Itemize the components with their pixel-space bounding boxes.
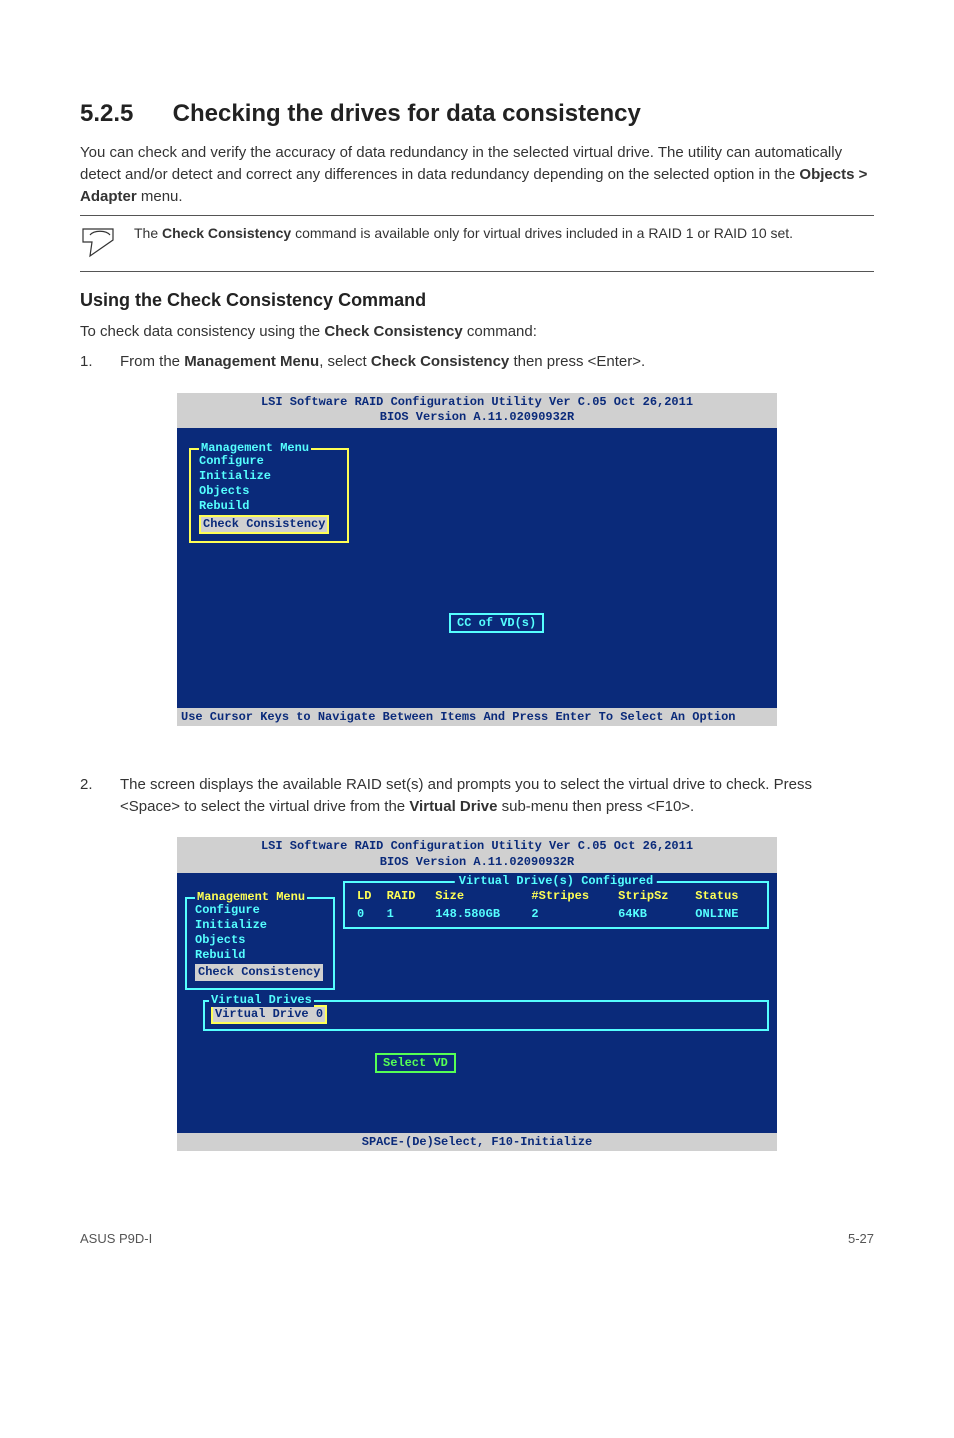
menu-item-rebuild[interactable]: Rebuild bbox=[195, 948, 325, 963]
menu-item-check-consistency[interactable]: Check Consistency bbox=[199, 515, 329, 534]
bios-body: Management Menu Configure Initialize Obj… bbox=[177, 428, 777, 708]
intro-text-end: menu. bbox=[137, 188, 183, 205]
col-size: Size bbox=[431, 887, 527, 905]
menu-item-initialize[interactable]: Initialize bbox=[195, 918, 325, 933]
note-icon bbox=[80, 224, 134, 263]
bios-header-line1: LSI Software RAID Configuration Utility … bbox=[177, 395, 777, 411]
step-number: 2. bbox=[80, 774, 120, 818]
cell-stripes: 2 bbox=[527, 905, 614, 923]
sub-heading: Using the Check Consistency Command bbox=[80, 290, 874, 311]
virtual-drive-table: Virtual Drive(s) Configured LD RAID Size… bbox=[343, 881, 769, 929]
vd-title: Virtual Drives bbox=[209, 993, 314, 1007]
bios-screenshot-1: LSI Software RAID Configuration Utility … bbox=[177, 393, 777, 726]
bios-body: Management Menu Configure Initialize Obj… bbox=[177, 873, 777, 1133]
management-menu: Management Menu Configure Initialize Obj… bbox=[189, 448, 349, 543]
bios-screenshot-2: LSI Software RAID Configuration Utility … bbox=[177, 837, 777, 1150]
step1-bold-1: Management Menu bbox=[184, 353, 319, 370]
menu-item-initialize[interactable]: Initialize bbox=[199, 469, 339, 484]
sub-intro: To check data consistency using the Chec… bbox=[80, 321, 874, 343]
table-title: Virtual Drive(s) Configured bbox=[455, 874, 657, 888]
cell-ld: 0 bbox=[353, 905, 383, 923]
col-stripes: #Stripes bbox=[527, 887, 614, 905]
col-status: Status bbox=[691, 887, 759, 905]
bios-status-label: Select VD bbox=[375, 1053, 456, 1073]
step1-bold-2: Check Consistency bbox=[371, 353, 509, 370]
virtual-drives-box: Virtual Drives Virtual Drive 0 bbox=[203, 1000, 769, 1031]
intro-text: You can check and verify the accuracy of… bbox=[80, 144, 842, 183]
bios-footer: SPACE-(De)Select, F10-Initialize bbox=[177, 1133, 777, 1151]
section-title: Checking the drives for data consistency bbox=[173, 100, 641, 127]
management-menu: Management Menu Configure Initialize Obj… bbox=[185, 897, 335, 990]
menu-item-configure[interactable]: Configure bbox=[199, 454, 339, 469]
cell-status: ONLINE bbox=[691, 905, 759, 923]
note-text: The Check Consistency command is availab… bbox=[134, 224, 793, 244]
note-callout: The Check Consistency command is availab… bbox=[80, 215, 874, 272]
cell-stripsz: 64KB bbox=[614, 905, 691, 923]
bios-header-line2: BIOS Version A.11.02090932R bbox=[177, 855, 777, 871]
vd-item[interactable]: Virtual Drive 0 bbox=[211, 1005, 327, 1024]
menu-item-rebuild[interactable]: Rebuild bbox=[199, 499, 339, 514]
step-2: 2. The screen displays the available RAI… bbox=[80, 774, 874, 818]
menu-title: Management Menu bbox=[195, 890, 307, 904]
bios-footer: Use Cursor Keys to Navigate Between Item… bbox=[177, 708, 777, 726]
footer-right: 5-27 bbox=[848, 1231, 874, 1246]
cell-raid: 1 bbox=[383, 905, 432, 923]
note-bold: Check Consistency bbox=[162, 225, 291, 241]
table-header-row: LD RAID Size #Stripes StripSz Status bbox=[353, 887, 759, 905]
bios-header: LSI Software RAID Configuration Utility … bbox=[177, 393, 777, 428]
section-number: 5.2.5 bbox=[80, 100, 166, 128]
footer-left: ASUS P9D-I bbox=[80, 1231, 152, 1246]
menu-item-check-consistency[interactable]: Check Consistency bbox=[195, 964, 323, 981]
col-ld: LD bbox=[353, 887, 383, 905]
menu-item-objects[interactable]: Objects bbox=[199, 484, 339, 499]
col-stripsz: StripSz bbox=[614, 887, 691, 905]
step-number: 1. bbox=[80, 351, 120, 373]
menu-title: Management Menu bbox=[199, 441, 311, 455]
step2-bold: Virtual Drive bbox=[409, 798, 497, 815]
section-heading: 5.2.5 Checking the drives for data consi… bbox=[80, 100, 874, 128]
bios-status-label: CC of VD(s) bbox=[449, 613, 544, 633]
menu-item-objects[interactable]: Objects bbox=[195, 933, 325, 948]
page-footer: ASUS P9D-I 5-27 bbox=[80, 1231, 874, 1246]
bios-header-line2: BIOS Version A.11.02090932R bbox=[177, 410, 777, 426]
step-1: 1. From the Management Menu, select Chec… bbox=[80, 351, 874, 373]
sub-intro-bold: Check Consistency bbox=[324, 323, 462, 340]
cell-size: 148.580GB bbox=[431, 905, 527, 923]
col-raid: RAID bbox=[383, 887, 432, 905]
menu-item-configure[interactable]: Configure bbox=[195, 903, 325, 918]
bios-header-line1: LSI Software RAID Configuration Utility … bbox=[177, 839, 777, 855]
table-row: 0 1 148.580GB 2 64KB ONLINE bbox=[353, 905, 759, 923]
intro-paragraph: You can check and verify the accuracy of… bbox=[80, 142, 874, 207]
bios-header: LSI Software RAID Configuration Utility … bbox=[177, 837, 777, 872]
